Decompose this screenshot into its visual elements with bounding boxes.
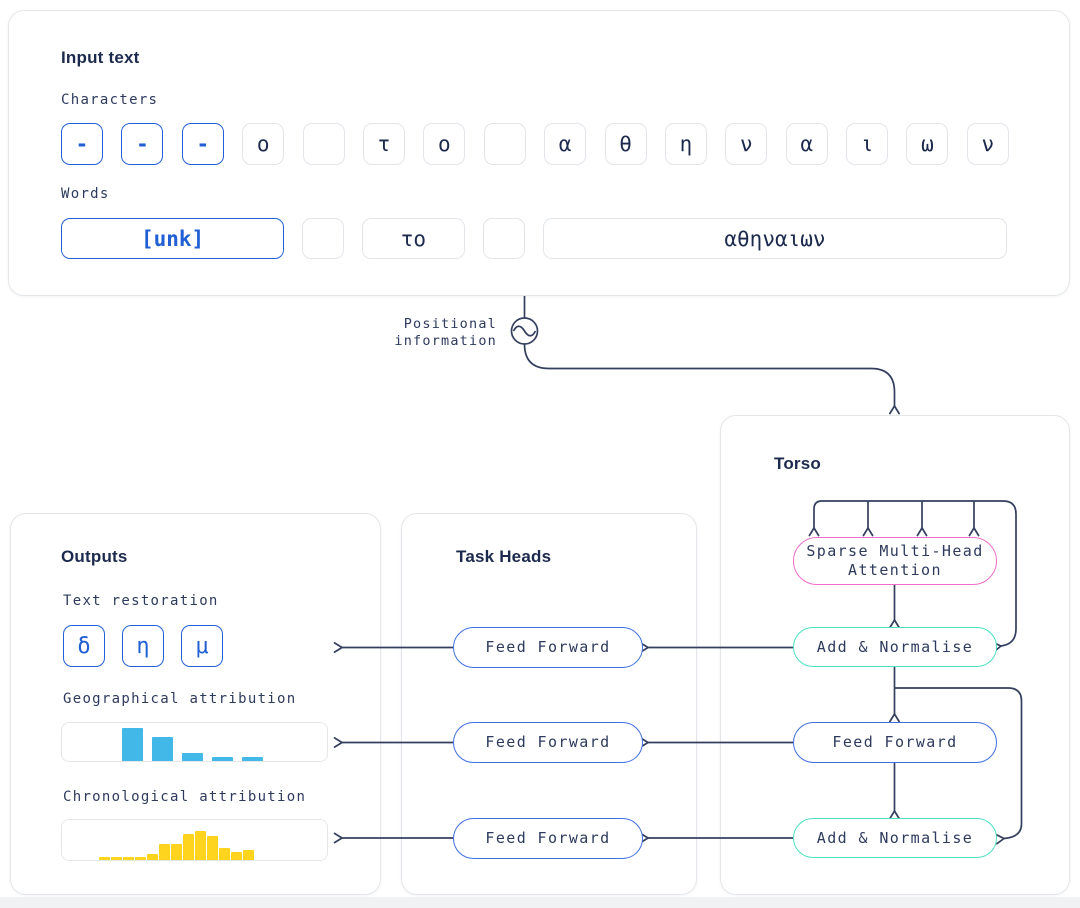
- torso-feed-forward-block: Feed Forward: [793, 722, 997, 763]
- character-token: ω: [906, 123, 949, 165]
- date-probability-bar: [243, 850, 254, 860]
- word-token-row: [unk] το αθηναιων: [61, 218, 1009, 259]
- character-token: α: [544, 123, 587, 165]
- restoration-head-feed-forward: Feed Forward: [453, 627, 643, 668]
- date-probability-bar: [159, 844, 170, 860]
- character-token: ο: [242, 123, 285, 165]
- characters-label: Characters: [61, 92, 159, 108]
- input-panel-title: Input text: [61, 48, 140, 67]
- page-bottom-edge: [0, 897, 1080, 908]
- geographical-attribution-label: Geographical attribution: [63, 691, 297, 707]
- sinusoid-icon: [510, 317, 539, 345]
- text-restoration-label: Text restoration: [63, 593, 219, 609]
- word-token: [302, 218, 345, 259]
- positional-information-label: Positional information: [394, 316, 497, 349]
- character-token: α: [785, 123, 828, 165]
- date-probability-bar: [183, 834, 194, 860]
- character-token: ο: [423, 123, 466, 165]
- word-token: το: [362, 218, 465, 259]
- geo-probability-bar: [122, 728, 143, 761]
- positional-to-torso-arrow: [523, 343, 900, 415]
- geo-probability-bar: [152, 737, 173, 761]
- geographical-head-feed-forward: Feed Forward: [453, 722, 643, 763]
- geo-probability-bar: [212, 757, 233, 761]
- date-probability-bar: [99, 857, 110, 860]
- chronological-attribution-chart: [61, 819, 328, 861]
- outputs-panel: Outputs Text restoration δ η μ Geographi…: [10, 513, 381, 895]
- date-probability-bar: [111, 857, 122, 860]
- torso-title: Torso: [774, 454, 821, 473]
- restored-character: δ: [63, 625, 105, 667]
- character-token: -: [121, 123, 164, 165]
- character-token: [302, 123, 345, 165]
- sine-wave-glyph: [512, 325, 537, 337]
- task-heads-title: Task Heads: [456, 547, 552, 566]
- date-probability-bar: [171, 844, 182, 860]
- date-probability-bar: [231, 852, 242, 860]
- character-token: τ: [362, 123, 405, 165]
- chronological-attribution-label: Chronological attribution: [63, 789, 307, 805]
- word-token: [unk]: [61, 218, 285, 259]
- character-token: θ: [604, 123, 647, 165]
- date-probability-bar: [147, 854, 158, 860]
- restored-characters-row: δ η μ: [63, 625, 223, 667]
- character-token: ν: [966, 123, 1009, 165]
- date-probability-bar: [195, 831, 206, 860]
- character-token: ι: [846, 123, 889, 165]
- words-label: Words: [61, 186, 110, 202]
- character-token: ν: [725, 123, 768, 165]
- date-probability-bar: [219, 848, 230, 860]
- geographical-attribution-chart: [61, 722, 328, 762]
- character-token: η: [664, 123, 707, 165]
- word-token: [482, 218, 525, 259]
- character-token: [483, 123, 526, 165]
- add-normalise-block-1: Add & Normalise: [793, 627, 997, 667]
- date-probability-bar: [207, 836, 218, 860]
- word-token: αθηναιων: [542, 218, 1008, 259]
- date-probability-bar: [123, 857, 134, 860]
- geo-probability-bar: [242, 757, 263, 761]
- chronological-head-feed-forward: Feed Forward: [453, 817, 643, 859]
- sparse-multi-head-attention-block: Sparse Multi-Head Attention: [793, 537, 997, 585]
- date-probability-bar: [135, 857, 146, 860]
- restored-character: η: [122, 625, 164, 667]
- character-token: -: [61, 123, 103, 165]
- add-normalise-block-2: Add & Normalise: [793, 818, 997, 858]
- restored-character: μ: [181, 625, 223, 667]
- outputs-title: Outputs: [61, 547, 128, 566]
- character-token: -: [181, 123, 224, 165]
- geo-probability-bar: [182, 753, 203, 761]
